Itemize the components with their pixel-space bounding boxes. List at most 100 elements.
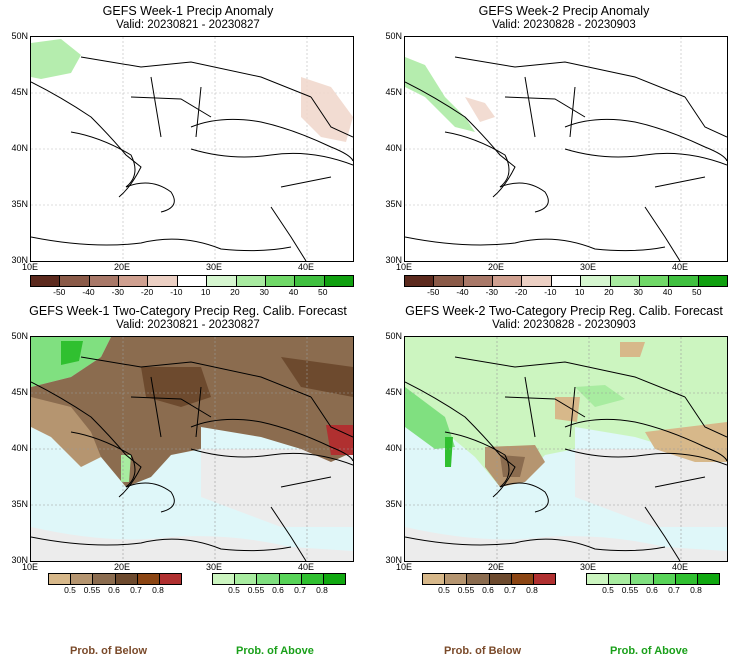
panel-week1-probability: GEFS Week-1 Two-Category Precip Reg. Cal… (0, 300, 376, 600)
lon-label: 40E (297, 562, 314, 572)
colorbar-swatch (207, 276, 237, 286)
no-data-area (201, 449, 353, 527)
colorbar-label: -40 (82, 287, 95, 297)
below-probability-area (141, 367, 211, 407)
colorbar-swatch (489, 574, 512, 584)
anomaly-map-week2 (404, 36, 728, 262)
colorbar-swatch (533, 574, 556, 584)
colorbar-label: -50 (427, 287, 440, 297)
map-svg (31, 37, 353, 261)
legend-above-title: Prob. of Above (236, 645, 314, 657)
colorbar-label: 20 (230, 287, 240, 297)
colorbar-swatch (119, 276, 149, 286)
below-colorbar (48, 573, 182, 585)
colorbar-swatch (148, 276, 178, 286)
lon-label: 20E (487, 262, 504, 272)
below-colorbar-labels: 0.5 0.55 0.6 0.7 0.8 (48, 585, 180, 597)
colorbar-label: -40 (456, 287, 469, 297)
colorbar-swatch (71, 574, 94, 584)
lat-label: 30N (385, 255, 402, 265)
colorbar-swatch (445, 574, 468, 584)
colorbar-label: 10 (574, 287, 585, 297)
colorbar-label: 0.5 (228, 585, 240, 595)
colorbar-label: 0.5 (438, 585, 450, 595)
colorbar-swatch (698, 276, 727, 286)
colorbar-label: 0.5 (602, 585, 614, 595)
lon-label: 30E (579, 562, 596, 572)
below-probability-area (31, 337, 353, 487)
colorbar-swatch (493, 276, 523, 286)
map-svg (405, 37, 727, 261)
colorbar-swatch (93, 574, 116, 584)
colorbar-label: -10 (544, 287, 557, 297)
colorbar-swatch (89, 276, 120, 286)
colorbar-label: 20 (604, 287, 614, 297)
colorbar-swatch (324, 276, 353, 286)
panel-title: GEFS Week-1 Two-Category Precip Reg. Cal… (29, 304, 347, 318)
colorbar-swatch (265, 276, 296, 286)
colorbar-label: 0.5 (64, 585, 76, 595)
colorbar-swatch (235, 574, 258, 584)
panel-valid-dates: Valid: 20230828 - 20230903 (492, 319, 636, 331)
lat-label: 35N (11, 499, 28, 509)
lon-label: 40E (671, 562, 688, 572)
colorbar-label: 0.6 (272, 585, 284, 595)
above-colorbar (586, 573, 720, 585)
below-colorbar (422, 573, 556, 585)
colorbar-label: 50 (691, 287, 702, 297)
lon-label: 10E (21, 262, 38, 272)
below-probability-area (645, 422, 727, 462)
colorbar-label: 0.6 (108, 585, 120, 595)
colorbar-swatch (511, 574, 534, 584)
lat-label: 30N (385, 555, 402, 565)
panel-title: GEFS Week-2 Two-Category Precip Reg. Cal… (405, 304, 723, 318)
colorbar-label: 0.7 (668, 585, 680, 595)
colorbar-swatch (551, 276, 582, 286)
lat-label: 45N (11, 87, 28, 97)
above-probability-area (61, 341, 83, 365)
colorbar-swatch (213, 574, 236, 584)
colorbar-swatch (31, 276, 61, 286)
above-probability-area (575, 385, 625, 407)
panel-title: GEFS Week-2 Precip Anomaly (478, 4, 650, 18)
colorbar-swatch (405, 276, 435, 286)
colorbar-label: 0.8 (690, 585, 702, 595)
colorbar-swatch (236, 276, 266, 286)
colorbar-swatch (423, 574, 446, 584)
probability-map-week2 (404, 336, 728, 562)
colorbar-label: 30 (633, 287, 643, 297)
panel-valid-dates: Valid: 20230821 - 20230827 (116, 319, 260, 331)
green-anomaly-area (405, 57, 475, 132)
colorbar-swatch (610, 276, 640, 286)
lat-label: 50N (385, 31, 402, 41)
lon-label: 20E (487, 562, 504, 572)
colorbar-swatch (434, 276, 464, 286)
no-data-area (575, 449, 727, 527)
colorbar-swatch (522, 276, 552, 286)
brown-anomaly-area (465, 97, 495, 122)
colorbar-label: 0.6 (482, 585, 494, 595)
lon-label: 10E (395, 262, 412, 272)
colorbar-label: 50 (317, 287, 328, 297)
colorbar-swatch (581, 276, 611, 286)
colorbar-swatch (463, 276, 494, 286)
colorbar-label: 0.55 (83, 585, 101, 595)
colorbar-label: 0.7 (294, 585, 306, 595)
colorbar-swatch (137, 574, 160, 584)
colorbar-swatch (279, 574, 302, 584)
lon-label: 20E (113, 262, 130, 272)
colorbar-label: 0.8 (526, 585, 538, 595)
anomaly-colorbar (404, 275, 728, 287)
no-data-area (405, 527, 727, 561)
colorbar-swatch (697, 574, 720, 584)
lat-label: 30N (11, 555, 28, 565)
colorbar-swatch (257, 574, 280, 584)
lat-label: 40N (385, 443, 402, 453)
lat-label: 50N (11, 31, 28, 41)
colorbar-swatch (301, 574, 324, 584)
colorbar-swatch (159, 574, 182, 584)
colorbar-swatch (587, 574, 610, 584)
above-colorbar (212, 573, 346, 585)
legend-below-title: Prob. of Below (70, 645, 147, 657)
lon-label: 30E (579, 262, 596, 272)
